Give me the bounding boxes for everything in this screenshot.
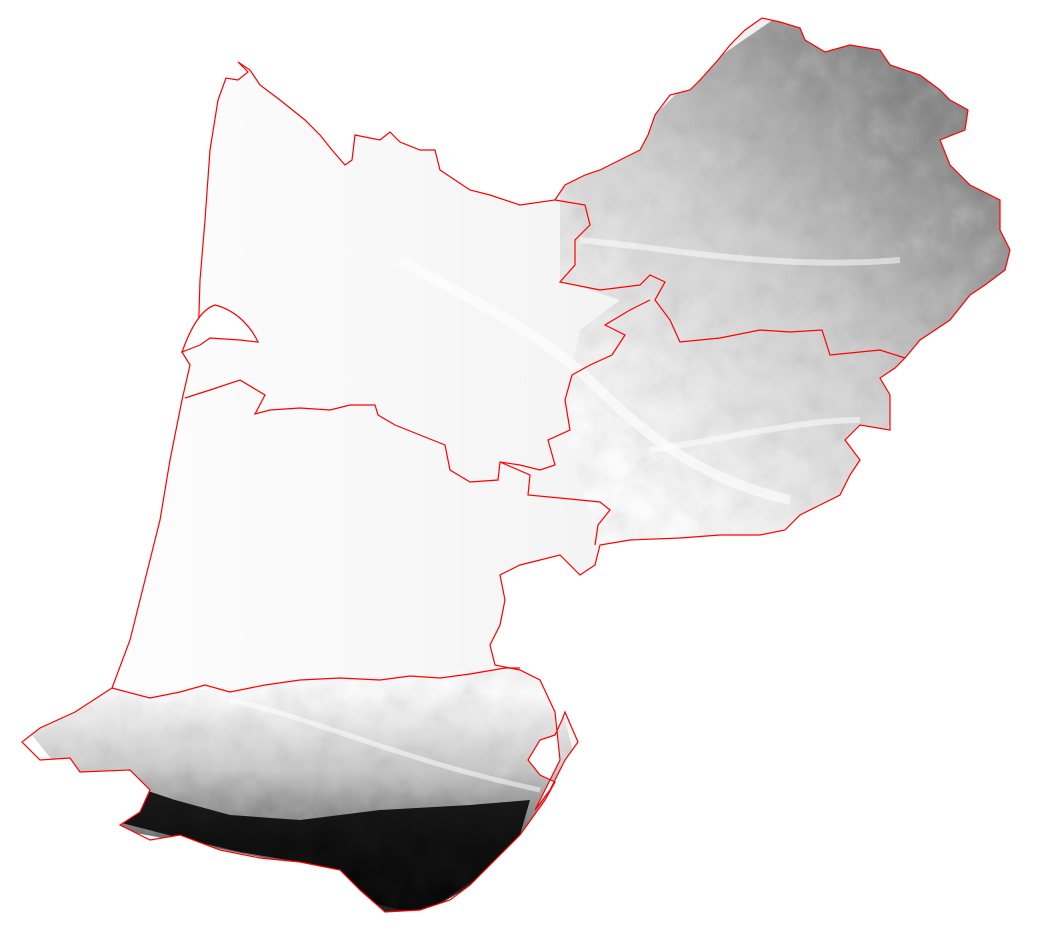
- river-valley: [397, 255, 792, 505]
- department-border: [184, 299, 651, 483]
- department-border: [499, 461, 611, 546]
- bay-outline: [180, 304, 259, 354]
- river-valley: [229, 697, 541, 793]
- river-valley: [579, 237, 901, 266]
- river-valley: [649, 417, 861, 453]
- department-borders: [111, 199, 906, 699]
- department-border: [554, 199, 906, 359]
- department-border: [111, 667, 520, 699]
- northeast-uplands: [560, 18, 1010, 545]
- high-peaks: [118, 790, 530, 912]
